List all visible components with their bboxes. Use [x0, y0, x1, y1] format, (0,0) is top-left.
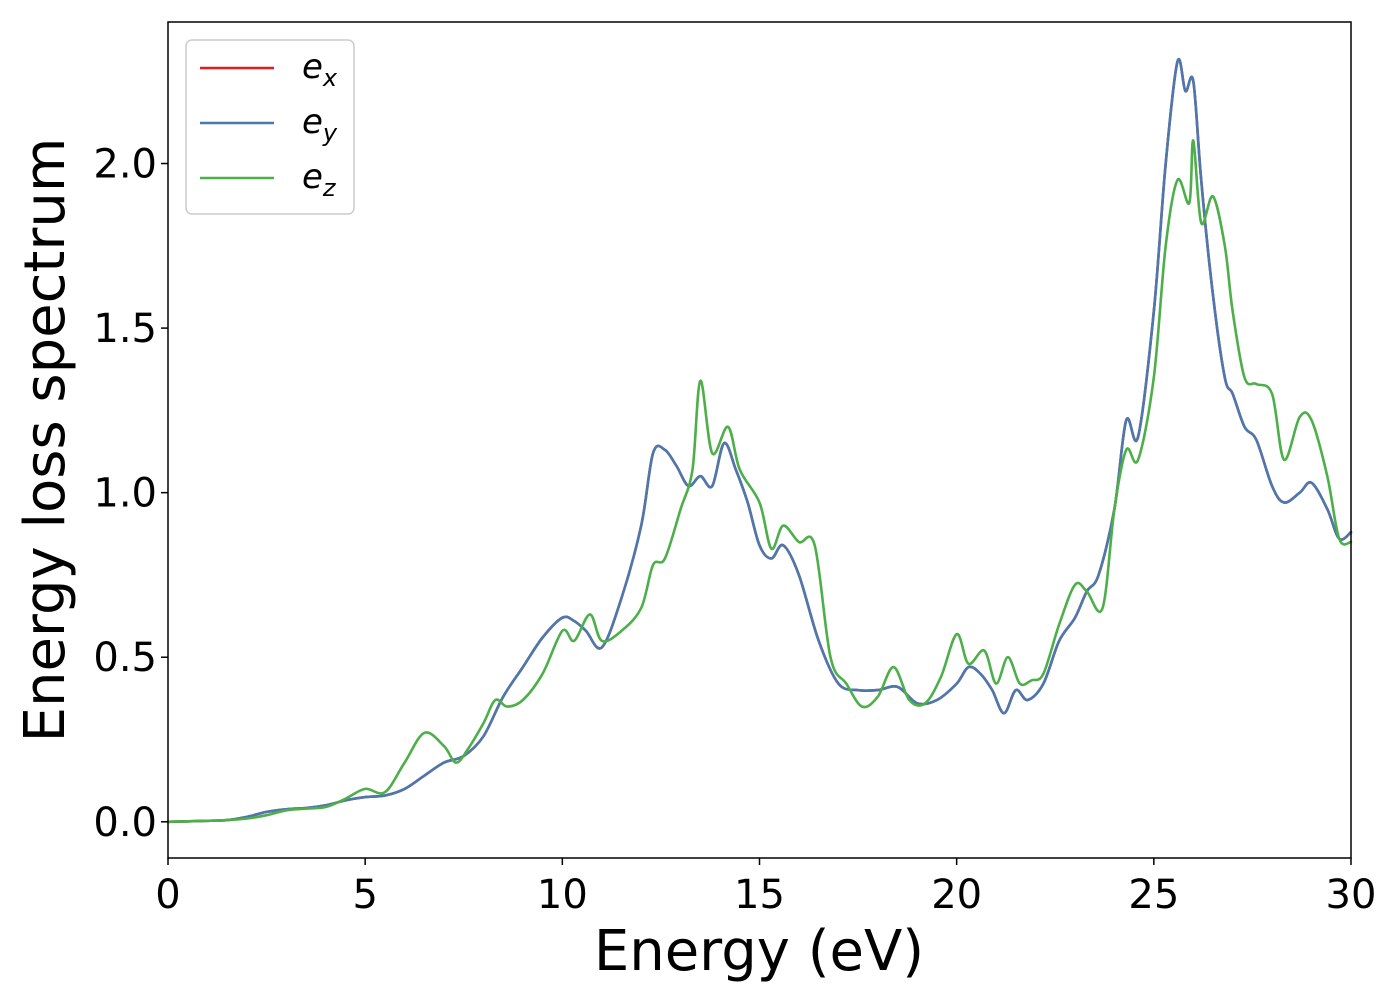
x-tick-label: 10	[537, 872, 588, 918]
series-line-e-y	[166, 57, 1353, 824]
x-tick-label: 20	[931, 872, 982, 918]
x-axis: 0 5 10 15 20 25 30	[155, 858, 1376, 918]
legend-box	[185, 39, 355, 215]
plot-area	[168, 22, 1351, 858]
legend-label-x: ex	[302, 47, 338, 92]
legend-label-y: ey	[302, 102, 338, 147]
x-tick-label: 30	[1326, 872, 1377, 918]
y-tick-label: 0.0	[93, 800, 157, 846]
x-tick-label: 5	[352, 872, 377, 918]
series-line-e-z	[166, 139, 1353, 824]
series-layer	[166, 57, 1353, 824]
x-tick-label: 25	[1128, 872, 1179, 918]
legend-label-z: ez	[302, 157, 337, 202]
x-tick-label: 15	[734, 872, 785, 918]
y-axis-title: Energy loss spectrum	[13, 138, 78, 743]
x-tick-label: 0	[155, 872, 180, 918]
y-tick-label: 1.5	[93, 306, 157, 352]
legend: ex ey ez	[185, 39, 355, 215]
y-tick-label: 1.0	[93, 471, 157, 517]
y-axis: 0.0 0.5 1.0 1.5 2.0	[93, 142, 168, 846]
y-tick-label: 2.0	[93, 142, 157, 188]
y-tick-label: 0.5	[93, 635, 157, 681]
x-axis-title: Energy (eV)	[594, 919, 924, 984]
